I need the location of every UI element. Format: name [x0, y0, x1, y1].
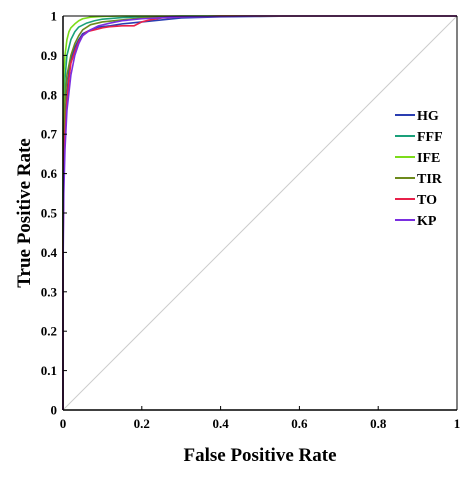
x-tick-label: 1 [454, 416, 461, 431]
x-tick-label: 0.8 [370, 416, 387, 431]
legend-label-tir: TIR [417, 172, 443, 187]
x-tick-label: 0.6 [291, 416, 308, 431]
legend-label-hg: HG [417, 109, 439, 124]
y-tick-label: 0.5 [41, 206, 58, 221]
diagonal-reference-line [62, 15, 458, 411]
y-axis-title: True Positive Rate [14, 138, 35, 288]
x-tick-label: 0.4 [212, 416, 229, 431]
series-line-kp [62, 15, 457, 410]
y-tick-label: 0.3 [41, 284, 58, 299]
x-tick-label: 0.2 [134, 416, 150, 431]
y-tick-label: 0.9 [41, 48, 58, 63]
legend-label-kp: KP [417, 214, 437, 229]
x-axis-title: False Positive Rate [183, 445, 336, 466]
y-tick-label: 1 [51, 9, 58, 24]
y-tick-label: 0.2 [41, 324, 57, 339]
x-tick-label: 0 [60, 416, 67, 431]
y-tick-label: 0.6 [41, 166, 58, 181]
y-tick-label: 0.8 [41, 87, 58, 102]
legend-label-fff: FFF [417, 130, 443, 145]
y-tick-label: 0.4 [41, 245, 58, 260]
legend: HG FFF IFE TIR TO KP [395, 109, 443, 229]
y-tick-label: 0.7 [41, 127, 58, 142]
y-tick-label: 0.1 [41, 363, 57, 378]
legend-label-to: TO [417, 193, 437, 208]
legend-label-ife: IFE [417, 151, 440, 166]
y-tick-label: 0 [51, 403, 58, 418]
